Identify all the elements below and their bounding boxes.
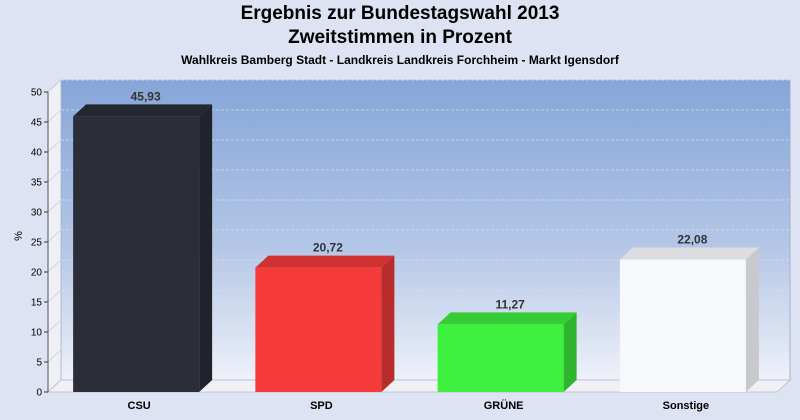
bar-value-label: 11,27 <box>495 297 525 311</box>
y-tick-label: 40 <box>31 148 43 159</box>
bar-spd <box>255 255 395 392</box>
y-tick-label: 20 <box>31 268 43 279</box>
y-tick-label: 10 <box>31 328 43 339</box>
y-tick-label: 15 <box>31 298 43 309</box>
x-tick-label: Sonstige <box>663 400 709 412</box>
bar-top <box>73 104 213 117</box>
x-tick-label: GRÜNE <box>484 399 524 412</box>
gridline-diagonal <box>47 169 62 183</box>
y-tick-label: 35 <box>31 178 43 189</box>
gridline-diagonal <box>47 109 62 123</box>
y-tick-label: 30 <box>31 208 43 219</box>
y-tick-label: 25 <box>31 238 43 249</box>
chart-title: Ergebnis zur Bundestagswahl 2013 <box>240 3 560 24</box>
bar-side <box>563 312 577 392</box>
bar-side <box>745 247 759 392</box>
bar-top <box>255 255 395 268</box>
bar-front <box>255 267 382 392</box>
bar-top <box>437 312 577 325</box>
bar-value-label: 22,08 <box>677 233 707 247</box>
y-tick-label: 0 <box>36 388 42 399</box>
y-axis-label: % <box>13 231 25 241</box>
gridline-diagonal <box>47 289 62 303</box>
bar-value-label: 20,72 <box>313 241 343 255</box>
chart-subtitle: Zweitstimmen in Prozent <box>288 27 512 48</box>
bar-value-label: 45,93 <box>131 89 161 103</box>
gridline-diagonal <box>47 79 62 93</box>
chart-subtitle-region: Wahlkreis Bamberg Stadt - Landkreis Land… <box>181 53 619 67</box>
gridline-diagonal <box>47 349 62 363</box>
bar-front <box>619 259 746 392</box>
y-tick-label: 50 <box>31 88 43 99</box>
x-tick-label: CSU <box>128 400 151 412</box>
bar-sonstige <box>619 247 759 392</box>
bar-side <box>381 255 395 392</box>
bar-csu <box>73 104 213 393</box>
bar-front <box>437 324 564 392</box>
gridline-diagonal <box>47 229 62 243</box>
gridline-diagonal <box>47 259 62 273</box>
x-tick-label: SPD <box>310 400 333 412</box>
y-tick-label: 45 <box>31 118 43 129</box>
bar-side <box>199 104 213 393</box>
gridline-diagonal <box>47 319 62 333</box>
y-tick-label: 5 <box>36 358 42 369</box>
bar-front <box>73 116 200 393</box>
gridline-diagonal <box>47 199 62 213</box>
gridline-diagonal <box>47 139 62 153</box>
bar-grüne <box>437 312 577 392</box>
bar-top <box>619 247 759 260</box>
